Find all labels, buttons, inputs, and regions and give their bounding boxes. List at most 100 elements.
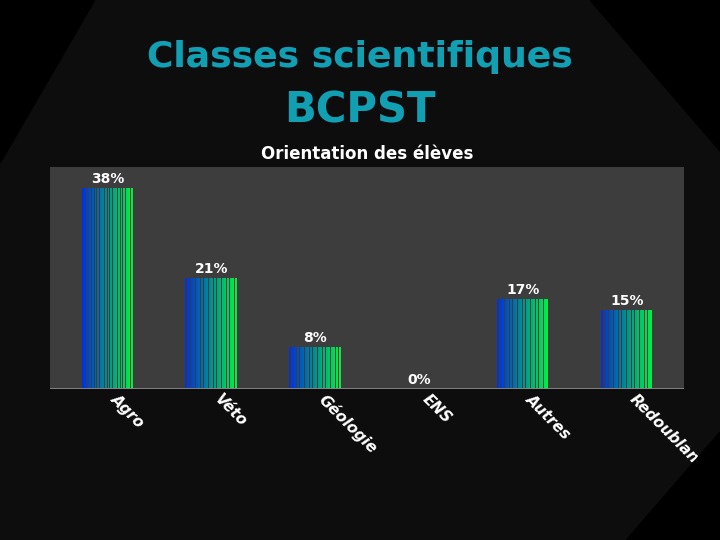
Bar bbox=[292, 347, 294, 389]
Bar bbox=[526, 299, 528, 389]
Bar bbox=[328, 347, 330, 389]
Text: 38%: 38% bbox=[91, 172, 125, 186]
Bar bbox=[235, 278, 237, 389]
Bar bbox=[305, 347, 307, 389]
Bar bbox=[637, 310, 639, 389]
Bar bbox=[310, 347, 312, 389]
Text: 17%: 17% bbox=[506, 283, 540, 297]
Bar bbox=[89, 188, 91, 389]
Bar bbox=[608, 310, 611, 389]
Bar bbox=[315, 347, 318, 389]
Text: BCPST: BCPST bbox=[284, 90, 436, 132]
Bar bbox=[297, 347, 299, 389]
Bar bbox=[614, 310, 616, 389]
Bar bbox=[318, 347, 320, 389]
Bar bbox=[616, 310, 618, 389]
Bar bbox=[536, 299, 538, 389]
Bar bbox=[518, 299, 520, 389]
Bar bbox=[302, 347, 305, 389]
Bar bbox=[113, 188, 114, 389]
Bar bbox=[204, 278, 205, 389]
Bar bbox=[100, 188, 102, 389]
Bar bbox=[333, 347, 336, 389]
Bar bbox=[505, 299, 507, 389]
Bar bbox=[650, 310, 652, 389]
Bar bbox=[188, 278, 190, 389]
Bar bbox=[191, 278, 192, 389]
Bar bbox=[307, 347, 310, 389]
Bar bbox=[94, 188, 96, 389]
Bar bbox=[84, 188, 86, 389]
Bar bbox=[541, 299, 543, 389]
Bar bbox=[531, 299, 533, 389]
Bar bbox=[503, 299, 504, 389]
Bar bbox=[606, 310, 608, 389]
Bar bbox=[219, 278, 221, 389]
Bar bbox=[510, 299, 512, 389]
Bar bbox=[528, 299, 530, 389]
Bar bbox=[105, 188, 107, 389]
Title: Orientation des élèves: Orientation des élèves bbox=[261, 145, 473, 163]
Bar bbox=[516, 299, 517, 389]
Text: BCPST: BCPST bbox=[284, 90, 436, 132]
Bar bbox=[539, 299, 541, 389]
Bar bbox=[120, 188, 122, 389]
Bar bbox=[513, 299, 515, 389]
Bar bbox=[508, 299, 509, 389]
Bar bbox=[544, 299, 546, 389]
Bar bbox=[232, 278, 234, 389]
Bar bbox=[603, 310, 606, 389]
Bar bbox=[621, 310, 624, 389]
Text: 21%: 21% bbox=[194, 262, 228, 276]
Bar bbox=[521, 299, 522, 389]
Bar bbox=[206, 278, 208, 389]
Bar bbox=[128, 188, 130, 389]
Bar bbox=[115, 188, 117, 389]
Bar bbox=[289, 347, 292, 389]
Bar bbox=[209, 278, 211, 389]
Bar bbox=[331, 347, 333, 389]
Bar bbox=[611, 310, 613, 389]
Text: 8%: 8% bbox=[303, 330, 327, 345]
Bar bbox=[312, 347, 315, 389]
Bar bbox=[214, 278, 216, 389]
Bar bbox=[629, 310, 631, 389]
Bar bbox=[645, 310, 647, 389]
Bar bbox=[222, 278, 224, 389]
Bar bbox=[230, 278, 232, 389]
Bar bbox=[126, 188, 127, 389]
Bar bbox=[634, 310, 636, 389]
Bar bbox=[102, 188, 104, 389]
Bar bbox=[199, 278, 200, 389]
Bar bbox=[619, 310, 621, 389]
Bar bbox=[648, 310, 649, 389]
Text: 15%: 15% bbox=[610, 294, 644, 308]
Bar bbox=[225, 278, 226, 389]
Bar bbox=[632, 310, 634, 389]
Bar bbox=[227, 278, 229, 389]
Bar bbox=[186, 278, 187, 389]
Bar bbox=[300, 347, 302, 389]
Bar bbox=[336, 347, 338, 389]
Text: Classes scientifiques: Classes scientifiques bbox=[147, 40, 573, 73]
Bar bbox=[110, 188, 112, 389]
Bar bbox=[294, 347, 297, 389]
Bar bbox=[325, 347, 328, 389]
Bar bbox=[92, 188, 94, 389]
Bar bbox=[118, 188, 120, 389]
Bar bbox=[193, 278, 195, 389]
Bar bbox=[323, 347, 325, 389]
Bar bbox=[320, 347, 323, 389]
Bar bbox=[196, 278, 198, 389]
Bar bbox=[640, 310, 642, 389]
Bar bbox=[500, 299, 502, 389]
Bar bbox=[217, 278, 219, 389]
Bar bbox=[546, 299, 549, 389]
Bar bbox=[131, 188, 133, 389]
Bar bbox=[338, 347, 341, 389]
Bar bbox=[601, 310, 603, 389]
Bar bbox=[534, 299, 536, 389]
Bar bbox=[201, 278, 203, 389]
Bar bbox=[627, 310, 629, 389]
Bar bbox=[86, 188, 89, 389]
